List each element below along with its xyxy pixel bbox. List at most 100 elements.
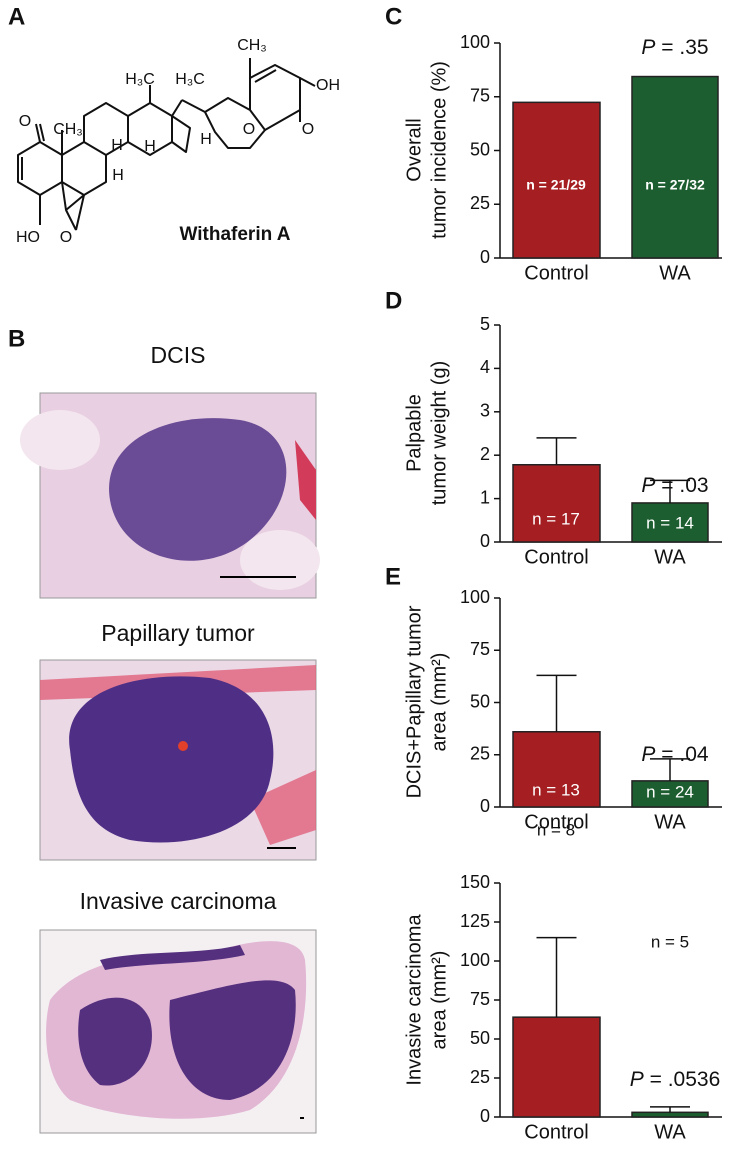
atom-label: H: [200, 131, 212, 148]
p-text: = .03: [661, 474, 708, 497]
error-bar: [536, 437, 577, 465]
bar-note: n = 21/29: [526, 177, 586, 193]
y-tick-label: 125: [460, 911, 490, 931]
p-value: P = .04: [641, 743, 708, 766]
panel-letter: E: [385, 563, 401, 590]
panel-letter: C: [385, 3, 402, 30]
bar: [631, 502, 709, 543]
x-tick-label: Control: [524, 262, 588, 284]
atom-label: O: [302, 121, 314, 138]
histology-image: [39, 659, 317, 861]
image-title: DCIS: [151, 342, 206, 368]
molecule-bonds: [17, 58, 316, 231]
atom-label: OH: [316, 77, 340, 94]
image-title: Invasive carcinoma: [80, 888, 277, 914]
atom-label: O: [60, 229, 72, 246]
error-bar: [650, 479, 690, 503]
molecule-name: Withaferin A: [179, 224, 290, 245]
atom-label: O: [243, 121, 255, 138]
histology-image: [20, 392, 320, 599]
bar: [631, 75, 719, 259]
y-axis-label: tumor weight (g): [428, 361, 450, 506]
y-tick-label: 1: [480, 487, 490, 507]
y-tick-label: 50: [470, 1028, 490, 1048]
y-tick-label: 75: [470, 86, 490, 106]
y-tick-label: 75: [470, 639, 490, 659]
atom-label: O: [19, 113, 31, 130]
atom-label: H: [111, 137, 123, 154]
y-tick-label: 0: [480, 1106, 490, 1126]
histology-image: [39, 929, 317, 1134]
x-tick-label: WA: [654, 546, 686, 568]
image-title: Papillary tumor: [101, 620, 255, 646]
atom-label: HO: [16, 229, 40, 246]
y-axis-label: Invasive carcinoma: [403, 914, 425, 1086]
x-tick-label: WA: [654, 811, 686, 833]
y-tick-label: 50: [470, 139, 490, 159]
y-tick-label: 25: [470, 193, 490, 213]
bar-note: n = 27/32: [645, 177, 705, 193]
bar-note: n = 5: [651, 932, 689, 951]
y-axis-label: area (mm²): [428, 653, 450, 752]
y-tick-label: 2: [480, 444, 490, 464]
y-tick-label: 25: [470, 744, 490, 764]
y-tick-label: 25: [470, 1067, 490, 1087]
bar-note: n = 13: [532, 780, 580, 799]
y-tick-label: 100: [460, 950, 490, 970]
error-bar: [536, 936, 577, 1018]
p-text: = .04: [661, 743, 709, 766]
error-bar: [536, 674, 577, 732]
y-tick-label: 5: [480, 314, 490, 334]
y-tick-label: 100: [460, 587, 490, 607]
bar-note: n = 17: [532, 509, 580, 528]
y-tick-label: 4: [480, 357, 490, 377]
panel-letter: B: [8, 325, 25, 352]
y-tick-label: 3: [480, 401, 490, 421]
y-tick-label: 0: [480, 531, 490, 551]
y-tick-label: 0: [480, 796, 490, 816]
bar: [631, 1111, 709, 1118]
y-axis-label: tumor incidence (%): [428, 61, 450, 239]
p-symbol: P: [641, 474, 655, 497]
atom-label: H: [112, 167, 124, 184]
error-bar: [650, 758, 690, 781]
y-axis-label: DCIS+Papillary tumor: [403, 605, 425, 798]
p-value: P = .0536: [630, 1068, 721, 1091]
p-text: = .0536: [650, 1068, 721, 1091]
y-tick-label: 75: [470, 989, 490, 1009]
atom-label: CH₃: [237, 37, 267, 54]
y-axis-label: Overall: [403, 118, 425, 181]
p-text: = .35: [661, 36, 708, 59]
bar: [512, 463, 601, 543]
y-tick-label: 150: [460, 872, 490, 892]
y-tick-label: 0: [480, 247, 490, 267]
panel-letter: A: [8, 3, 25, 30]
p-symbol: P: [630, 1068, 644, 1091]
atom-label: CH₃: [53, 121, 83, 138]
p-value: P = .03: [641, 474, 708, 497]
bar: [512, 1016, 601, 1118]
y-tick-label: 100: [460, 32, 490, 52]
atom-label: H: [144, 138, 156, 155]
x-tick-label: Control: [524, 546, 588, 568]
x-tick-label: Control: [524, 1121, 588, 1143]
y-tick-label: 50: [470, 691, 490, 711]
atom-label: H₃C: [175, 71, 205, 88]
x-tick-label: Control: [524, 811, 588, 833]
x-tick-label: WA: [659, 262, 691, 284]
p-symbol: P: [641, 36, 655, 59]
p-symbol: P: [641, 743, 655, 766]
bar-note: n = 8: [537, 820, 575, 839]
bar: [631, 780, 709, 808]
bar: [512, 101, 601, 259]
panel-letter: D: [385, 287, 402, 314]
p-value: P = .35: [641, 36, 708, 59]
x-tick-label: WA: [654, 1121, 686, 1143]
bar-note: n = 24: [646, 782, 694, 801]
atom-label: H₃C: [125, 71, 155, 88]
bar-note: n = 14: [646, 513, 694, 532]
error-bar: [650, 1106, 690, 1113]
y-axis-label: area (mm²): [428, 951, 450, 1050]
